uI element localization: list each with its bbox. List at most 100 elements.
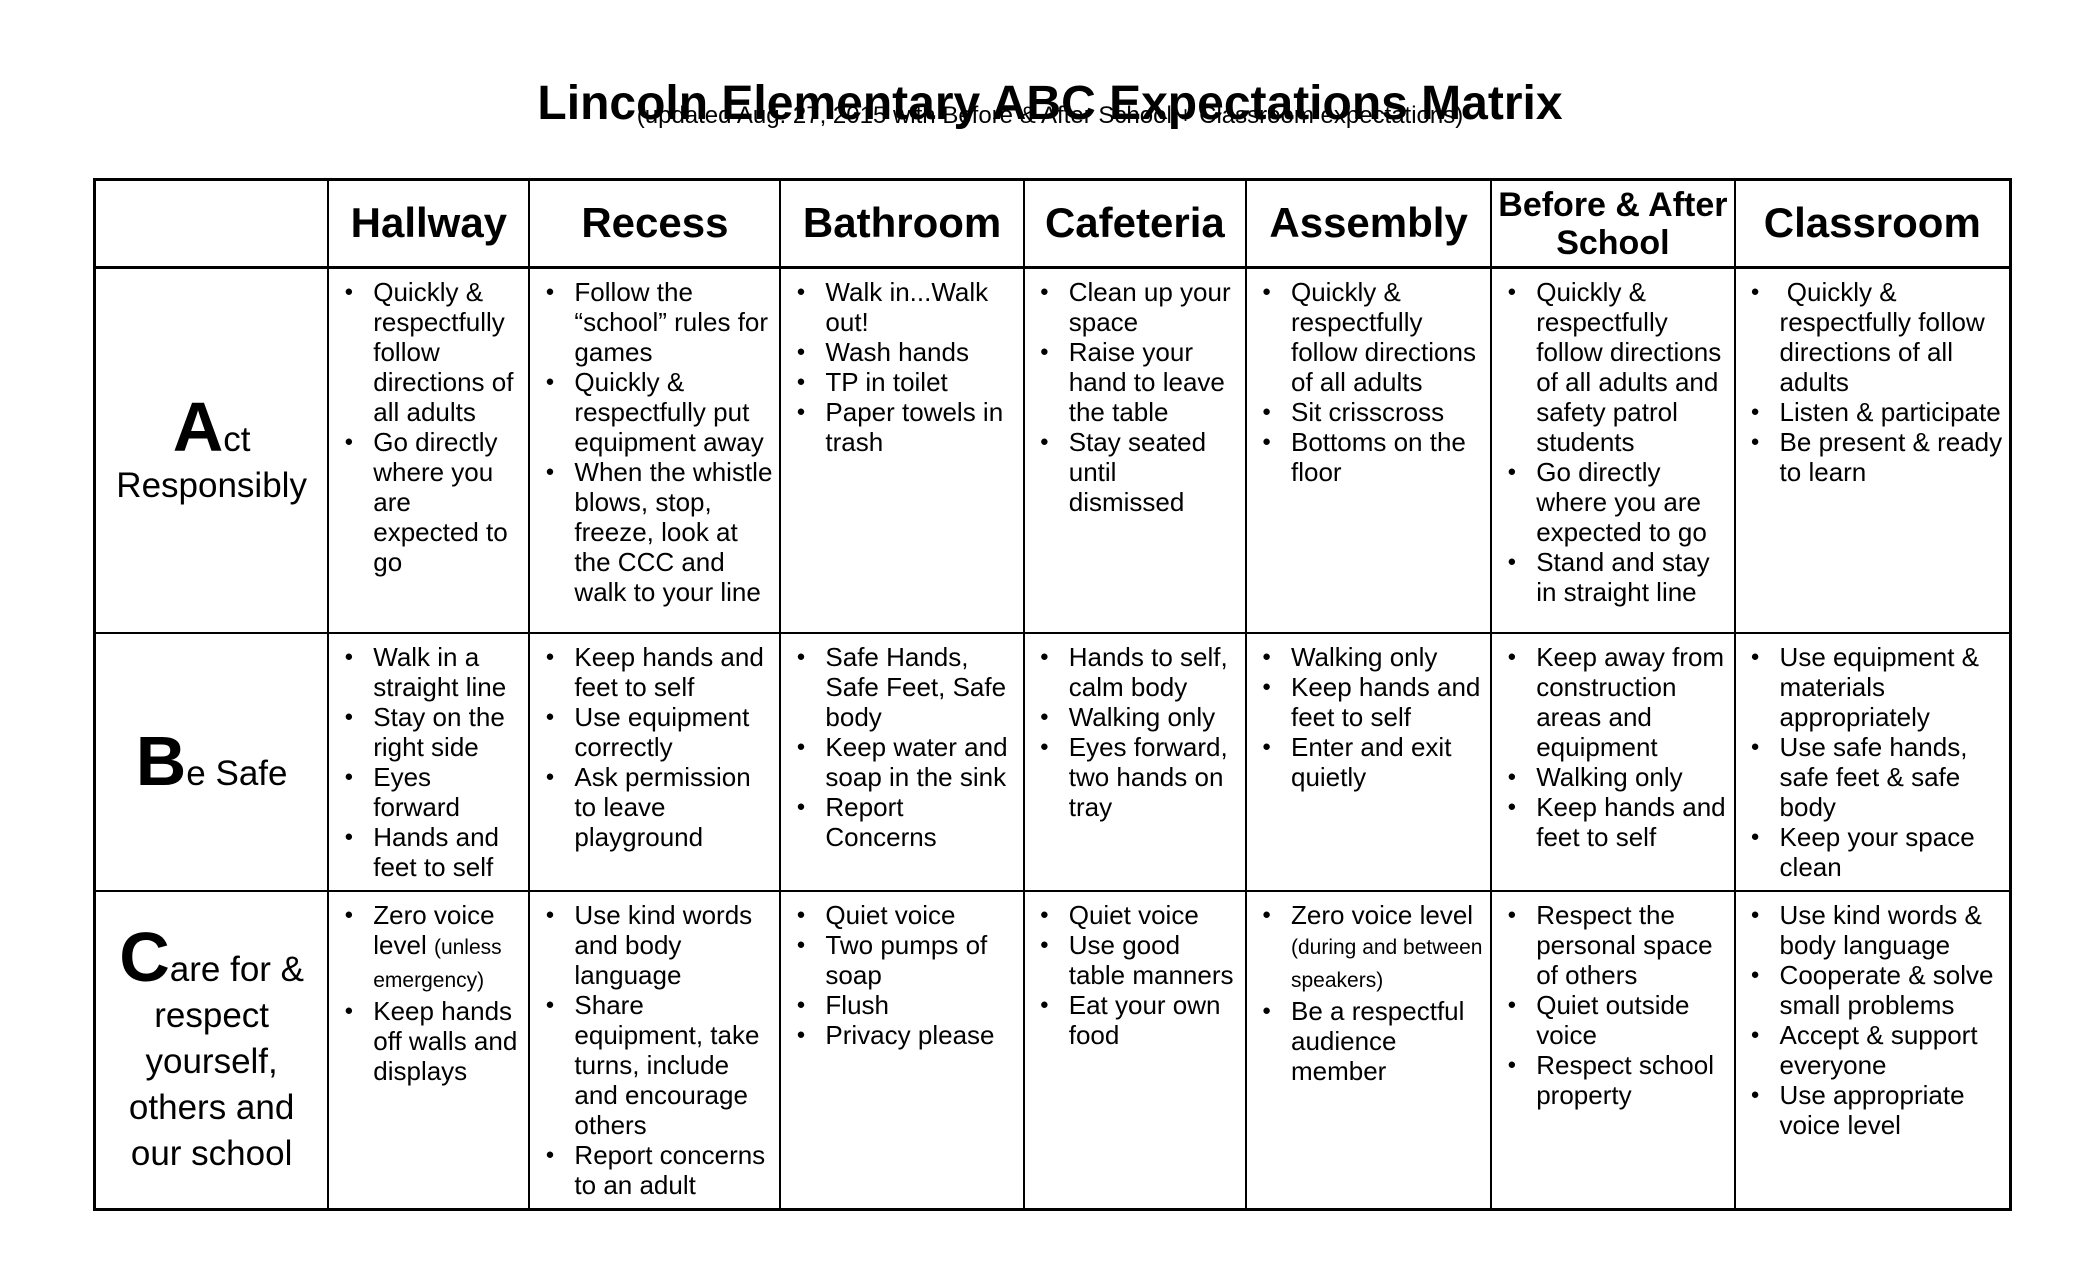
row-label-initial: C	[119, 918, 170, 996]
expectation-item: Bottoms on the floor	[1247, 427, 1484, 487]
expectation-cell: Quickly & respectfully follow directions…	[1244, 266, 1493, 634]
table-header-row: Hallway Recess Bathroom Cafeteria Assembly Be…	[93, 178, 2012, 269]
expectation-item: Walk in a straight line	[329, 642, 522, 702]
table-row: Care for & respect yourself, others and …	[93, 889, 2012, 1210]
expectation-item: Quickly & respectfully follow directions…	[1736, 277, 2003, 397]
page-subtitle: (updated Aug. 27, 2015 with Before & Aft…	[636, 102, 1464, 129]
expectation-item: Keep away from construction areas and eq…	[1492, 642, 1727, 762]
expectation-item: Walk in...Walk out!	[781, 277, 1016, 337]
row-label: Care for & respect yourself, others and …	[93, 889, 330, 1210]
expectation-list: Keep away from construction areas and eq…	[1492, 642, 1727, 852]
expectation-item: Keep hands and feet to self	[1247, 672, 1484, 732]
expectation-cell: Walk in...Walk out!Wash handsTP in toile…	[779, 266, 1025, 634]
expectation-item: Keep water and soap in the sink	[781, 732, 1016, 792]
expectation-item: Two pumps of soap	[781, 930, 1016, 990]
expectation-cell: Respect the personal space of othersQuie…	[1490, 889, 1736, 1210]
expectation-item: Eyes forward, two hands on tray	[1025, 732, 1239, 822]
expectation-item: Privacy please	[781, 1020, 1016, 1050]
expectation-cell: Use kind words & body languageCooperate …	[1733, 889, 2012, 1210]
expectation-item: Share equipment, take turns, include and…	[530, 990, 773, 1140]
expectation-list: Follow the “school” rules for gamesQuick…	[530, 277, 773, 607]
expectation-item: Be present & ready to learn	[1736, 427, 2003, 487]
expectation-cell: Keep hands and feet to selfUse equipment…	[528, 631, 782, 892]
expectation-list: Quiet voiceTwo pumps of soapFlushPrivacy…	[781, 900, 1016, 1050]
table-row: Be SafeWalk in a straight lineStay on th…	[93, 631, 2012, 892]
expectation-list: Zero voice level (unless emergency)Keep …	[329, 900, 522, 1086]
row-label-initial: B	[135, 722, 187, 800]
expectation-item: Safe Hands, Safe Feet, Safe body	[781, 642, 1016, 732]
expectation-item: Accept & support everyone	[1736, 1020, 2003, 1080]
expectation-item: Quickly & respectfully follow directions…	[1492, 277, 1727, 457]
expectation-item: Eat your own food	[1025, 990, 1239, 1050]
expectation-item: Eyes forward	[329, 762, 522, 822]
expectation-item: Report Concerns	[781, 792, 1016, 852]
table-body: Act ResponsiblyQuickly & respectfully fo…	[93, 266, 2012, 1210]
expectation-list: Use equipment & materials appropriatelyU…	[1736, 642, 2003, 882]
expectation-item: Report concerns to an adult	[530, 1140, 773, 1200]
expectation-item: Use equipment & materials appropriately	[1736, 642, 2003, 732]
column-header-hallway: Hallway	[327, 178, 531, 269]
expectation-cell: Quiet voiceUse good table mannersEat you…	[1022, 889, 1247, 1210]
expectation-item: Quiet voice	[1025, 900, 1239, 930]
expectation-cell: Keep away from construction areas and eq…	[1490, 631, 1736, 892]
expectation-item: Use kind words and body language	[530, 900, 773, 990]
expectation-item: Quiet outside voice	[1492, 990, 1727, 1050]
page-title: Lincoln Elementary ABC Expectations Matr…	[537, 77, 1563, 131]
expectation-item: Go directly where you are expected to go	[329, 427, 522, 577]
expectation-item: Hands to self, calm body	[1025, 642, 1239, 702]
expectation-item: Quickly & respectfully follow directions…	[329, 277, 522, 427]
expectation-item: Ask permission to leave playground	[530, 762, 773, 852]
expectation-item: Quickly & respectfully put equipment awa…	[530, 367, 773, 457]
expectation-item: Enter and exit quietly	[1247, 732, 1484, 792]
expectation-item: Keep your space clean	[1736, 822, 2003, 882]
expectation-item: Clean up your space	[1025, 277, 1239, 337]
expectations-matrix-table: Hallway Recess Bathroom Cafeteria Assembly Be…	[93, 178, 2012, 1211]
expectation-list: Walking onlyKeep hands and feet to selfE…	[1247, 642, 1484, 792]
expectation-item: Cooperate & solve small problems	[1736, 960, 2003, 1020]
expectation-list: Zero voice level (during and between spe…	[1247, 900, 1484, 1086]
row-label: Act Responsibly	[93, 266, 330, 634]
expectation-list: Quickly & respectfully follow directions…	[1492, 277, 1727, 607]
expectation-cell: Quickly & respectfully follow directions…	[327, 266, 531, 634]
expectation-item-note: (during and between speakers)	[1290, 935, 1489, 992]
expectation-list: Hands to self, calm bodyWalking onlyEyes…	[1025, 642, 1239, 822]
expectation-list: Use kind words and body languageShare eq…	[530, 900, 773, 1200]
row-label: Be Safe	[93, 631, 330, 892]
expectation-list: Quickly & respectfully follow directions…	[329, 277, 522, 577]
expectation-item: Use kind words & body language	[1736, 900, 2003, 960]
expectation-item: Walking only	[1025, 702, 1239, 732]
expectation-list: Walk in...Walk out!Wash handsTP in toile…	[781, 277, 1016, 457]
column-header-corner	[93, 178, 330, 269]
expectation-item: Follow the “school” rules for games	[530, 277, 773, 367]
expectation-cell: Quickly & respectfully follow directions…	[1490, 266, 1736, 634]
expectation-item: Paper towels in trash	[781, 397, 1016, 457]
column-header-bathroom: Bathroom	[779, 178, 1025, 269]
expectation-cell: Clean up your spaceRaise your hand to le…	[1022, 266, 1247, 634]
expectation-cell: Quickly & respectfully follow directions…	[1733, 266, 2012, 634]
expectation-item: Zero voice level (during and between spe…	[1247, 900, 1484, 996]
expectation-item: Respect the personal space of others	[1492, 900, 1727, 990]
expectation-item: Keep hands and feet to self	[530, 642, 773, 702]
expectation-cell: Use equipment & materials appropriatelyU…	[1733, 631, 2012, 892]
expectation-item: Stand and stay in straight line	[1492, 547, 1727, 607]
column-header-before-after-school: Before & After School	[1490, 178, 1736, 269]
column-header-recess: Recess	[528, 178, 782, 269]
expectation-item: Use safe hands, safe feet & safe body	[1736, 732, 2003, 822]
row-label-initial: A	[172, 387, 224, 466]
expectation-item: TP in toilet	[781, 367, 1016, 397]
expectation-item: Be a respectful audience member	[1247, 996, 1484, 1086]
expectation-cell: Follow the “school” rules for gamesQuick…	[528, 266, 782, 634]
expectation-item: Hands and feet to self	[329, 822, 522, 882]
expectation-item: Wash hands	[781, 337, 1016, 367]
expectation-item: Raise your hand to leave the table	[1025, 337, 1239, 427]
expectation-list: Respect the personal space of othersQuie…	[1492, 900, 1727, 1110]
expectation-cell: Zero voice level (unless emergency)Keep …	[327, 889, 531, 1210]
expectation-list: Clean up your spaceRaise your hand to le…	[1025, 277, 1239, 517]
expectation-item: Use appropriate voice level	[1736, 1080, 2003, 1140]
expectation-item: Respect school property	[1492, 1050, 1727, 1110]
expectation-list: Keep hands and feet to selfUse equipment…	[530, 642, 773, 852]
expectation-item: Sit crisscross	[1247, 397, 1484, 427]
expectation-item: Zero voice level (unless emergency)	[329, 900, 522, 996]
column-header-cafeteria: Cafeteria	[1022, 178, 1247, 269]
